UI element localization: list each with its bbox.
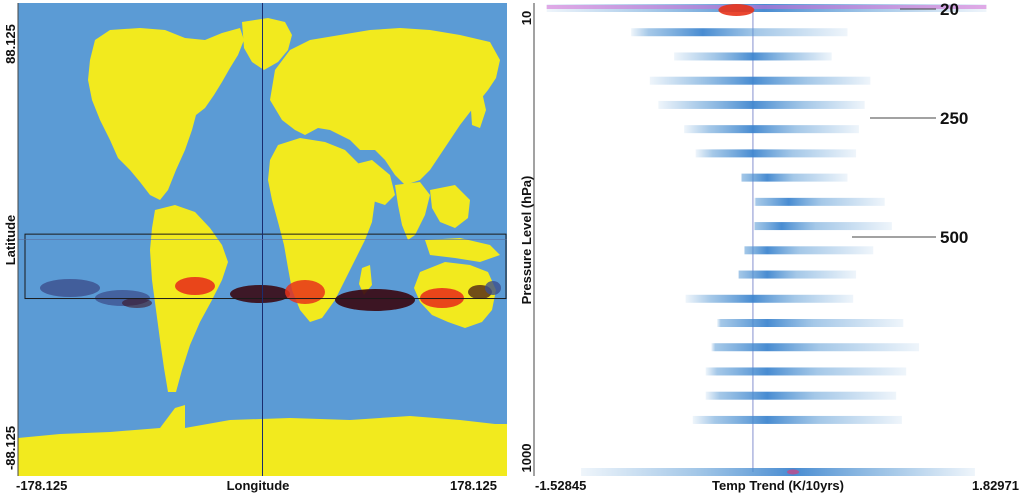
profile-band-level-8 xyxy=(741,173,848,182)
profile-band-level-2 xyxy=(631,28,848,37)
profile-x-label: Temp Trend (K/10yrs) xyxy=(712,478,844,493)
profile-band-level-19 xyxy=(581,468,975,476)
anomaly-samerica xyxy=(175,277,215,295)
anomaly-indian xyxy=(335,289,415,311)
profile-band-level-4 xyxy=(649,76,871,85)
continent-north-america xyxy=(88,28,244,200)
profile-band-level-10 xyxy=(754,222,892,231)
profile-band-level-7 xyxy=(695,149,857,158)
profile-band-level-6 xyxy=(684,125,859,134)
map-anomaly-band xyxy=(40,277,501,311)
profile-bottom-level-peak xyxy=(787,469,800,475)
anomaly-atlantic xyxy=(230,285,290,303)
profile-band-level-13 xyxy=(685,294,854,303)
continent-indonesia xyxy=(425,238,500,262)
continent-uk xyxy=(284,85,300,108)
continent-arabia xyxy=(352,160,395,205)
anomaly-africa xyxy=(285,280,325,304)
annotation-20: 20 xyxy=(940,0,959,19)
profile-band-level-14 xyxy=(717,319,904,328)
map-y-label: Latitude xyxy=(3,215,18,266)
continent-greenland xyxy=(242,18,292,70)
profile-y-tick-bottom: 1000 xyxy=(519,444,534,473)
map-selection-box[interactable] xyxy=(24,233,507,300)
continent-japan xyxy=(470,92,486,128)
profile-band-level-16 xyxy=(705,367,907,376)
map-x-tick-left: -178.125 xyxy=(16,478,67,493)
continent-eurasia xyxy=(270,28,500,185)
profile-x-tick-left: -1.52845 xyxy=(535,478,586,493)
map-y-tick-top: 88.125 xyxy=(3,24,18,64)
profile-top-level-highlight xyxy=(546,5,987,9)
profile-band-level-15 xyxy=(711,343,920,352)
profile-panel: 20 250 500 10 Pressure Level (hPa) 1000 … xyxy=(519,0,1019,493)
profile-top-level-peak xyxy=(718,4,755,16)
map-y-tick-bottom: -88.125 xyxy=(3,426,18,470)
continent-madagascar xyxy=(359,265,372,295)
profile-distribution-bands xyxy=(546,4,987,476)
profile-band-level-17 xyxy=(705,391,897,400)
annotation-500: 500 xyxy=(940,228,968,247)
profile-band-level-18 xyxy=(692,415,902,424)
continent-india xyxy=(395,182,430,240)
profile-band-level-11 xyxy=(744,246,874,255)
profile-y-tick-top: 10 xyxy=(519,11,534,25)
continent-se-asia xyxy=(430,185,470,228)
profile-x-tick-right: 1.82971 xyxy=(972,478,1019,493)
profile-band-level-5 xyxy=(658,100,865,109)
annotation-250: 250 xyxy=(940,109,968,128)
anomaly-australia-w xyxy=(420,288,464,308)
map-x-label: Longitude xyxy=(227,478,290,493)
map-x-tick-right: 178.125 xyxy=(450,478,497,493)
profile-band-level-9 xyxy=(754,197,885,206)
anomaly-dateline xyxy=(485,281,501,295)
map-panel: 88.125 Latitude -88.125 -178.125 Longitu… xyxy=(3,3,507,493)
profile-y-label: Pressure Level (hPa) xyxy=(519,176,534,305)
profile-band-level-12 xyxy=(738,270,857,279)
anomaly-pacific-west xyxy=(40,279,100,297)
anomaly-pacific-east xyxy=(122,298,152,308)
continent-africa xyxy=(268,138,375,322)
profile-band-level-3 xyxy=(674,52,832,61)
